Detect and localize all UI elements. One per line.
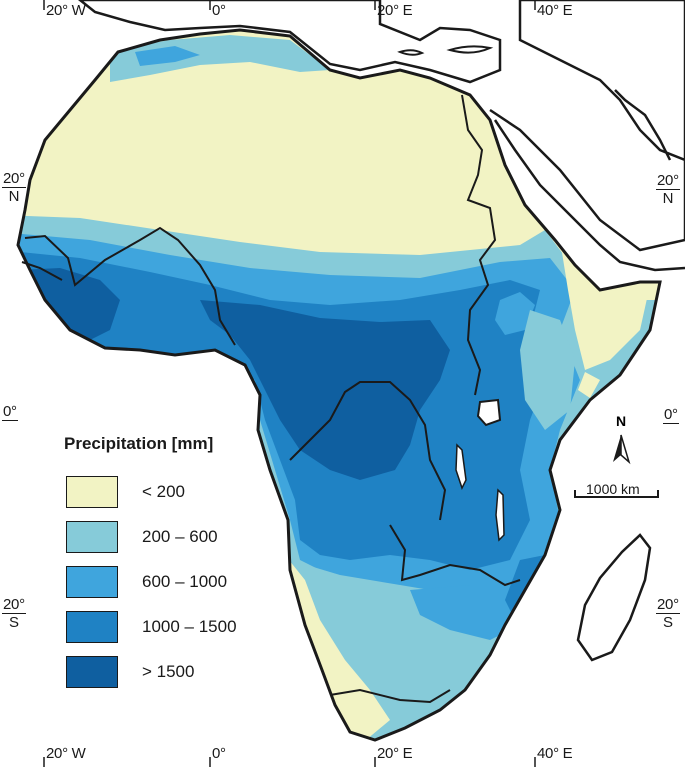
- niger-river: [24, 226, 236, 346]
- graticule-left-20s: 20° S: [2, 596, 26, 631]
- graticule-top-0: 0°: [212, 2, 226, 19]
- scale-bar: [574, 490, 659, 498]
- legend-swatch: [66, 656, 118, 688]
- orange-river: [329, 688, 451, 704]
- legend-label: 600 – 1000: [142, 572, 228, 591]
- legend-swatch: [66, 566, 118, 598]
- arabia-landmass: [489, 0, 685, 252]
- graticule-bottom-40e: 40° E: [537, 745, 573, 762]
- nile-river: [461, 94, 497, 396]
- red-sea-coast: [493, 119, 685, 272]
- congo-river: [289, 381, 447, 521]
- graticule-bottom-20e: 20° E: [377, 745, 413, 762]
- graticule-top-40e: 40° E: [537, 2, 573, 19]
- legend-item: < 200: [66, 476, 266, 510]
- legend-label: > 1500: [142, 662, 195, 681]
- legend-label: 1000 – 1500: [142, 617, 237, 636]
- legend-item: 600 – 1000: [66, 566, 266, 600]
- legend-item: 200 – 600: [66, 521, 266, 555]
- graticule-right-0-value: 0°: [663, 406, 679, 424]
- legend-item: > 1500: [66, 656, 266, 690]
- graticule-right-20s-hemi: S: [663, 614, 673, 631]
- legend-title: Precipitation [mm]: [64, 434, 214, 453]
- graticule-left-0-value: 0°: [2, 403, 18, 421]
- graticule-ticks: [43, 0, 536, 767]
- graticule-right-20s: 20° S: [656, 596, 680, 631]
- graticule-right-0: 0°: [663, 406, 679, 424]
- graticule-right-20s-value: 20°: [656, 596, 680, 614]
- north-arrow-icon: [613, 434, 631, 465]
- europe-landmass: [77, 0, 502, 84]
- legend-label: 200 – 600: [142, 527, 218, 546]
- mediterranean-island-2: [446, 45, 494, 54]
- graticule-bottom-0: 0°: [212, 745, 226, 762]
- north-label: N: [615, 413, 627, 429]
- graticule-left-20n: 20° N: [2, 170, 26, 205]
- graticule-left-20s-hemi: S: [9, 614, 19, 631]
- graticule-top-20e: 20° E: [377, 2, 413, 19]
- lake-victoria: [476, 398, 502, 427]
- persian-gulf-coast: [614, 89, 672, 161]
- scale-bar-label: 1000 km: [586, 481, 640, 497]
- africa-outline: [16, 28, 662, 742]
- graticule-left-20n-hemi: N: [8, 188, 20, 205]
- zambezi-river: [389, 524, 521, 587]
- graticule-right-20n-value: 20°: [656, 172, 680, 190]
- lake-malawi: [495, 488, 505, 542]
- legend-item: 1000 – 1500: [66, 611, 266, 645]
- mediterranean-island-1: [397, 49, 425, 56]
- senegal-river: [21, 261, 63, 281]
- graticule-left-0: 0°: [2, 403, 18, 421]
- legend-swatch: [66, 521, 118, 553]
- graticule-right-20n: 20° N: [656, 172, 680, 207]
- graticule-bottom-20w: 20° W: [46, 745, 86, 762]
- legend-swatch: [66, 611, 118, 643]
- graticule-left-20s-value: 20°: [2, 596, 26, 614]
- lake-tanganyika: [455, 443, 467, 490]
- graticule-left-20n-value: 20°: [2, 170, 26, 188]
- legend-label: < 200: [142, 482, 186, 501]
- legend-swatch: [66, 476, 118, 508]
- graticule-right-20n-hemi: N: [662, 190, 674, 207]
- graticule-top-20w: 20° W: [46, 2, 86, 19]
- madagascar: [576, 533, 652, 662]
